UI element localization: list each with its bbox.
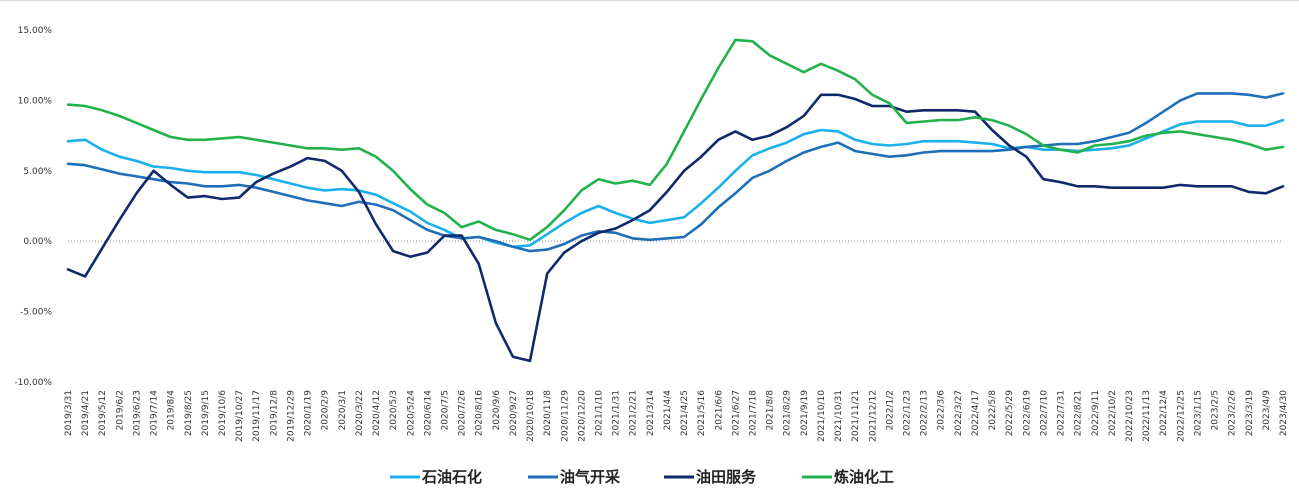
x-tick-label: 2022/3/6 (937, 390, 947, 431)
x-tick-label: 2019/6/2 (115, 390, 125, 430)
legend: 石油石化 油气开采 油田服务 炼油化工 (390, 468, 894, 486)
x-tick-label: 2021/2/21 (629, 390, 639, 436)
x-tick-label: 2021/3/14 (646, 390, 656, 436)
x-tick-label: 2021/11/21 (851, 390, 861, 442)
x-tick-label: 2023/4/9 (1262, 390, 1272, 431)
x-tick-label: 2020/6/14 (423, 390, 433, 436)
x-tick-label: 2019/10/6 (218, 390, 228, 436)
x-tick-label: 2019/10/27 (235, 390, 245, 442)
x-tick-label: 2020/11/29 (560, 390, 570, 442)
x-tick-label: 2020/12/20 (577, 390, 587, 442)
x-tick-label: 2020/1/19 (304, 390, 314, 436)
x-tick-label: 2021/1/10 (594, 390, 604, 436)
x-tick-label: 2020/2/9 (321, 390, 331, 431)
x-tick-label: 2019/9/15 (201, 390, 211, 436)
x-tick-label: 2020/4/12 (372, 390, 382, 436)
x-tick-label: 2019/12/29 (286, 390, 296, 442)
x-tick-label: 2020/3/1 (338, 390, 348, 430)
x-tick-label: 2019/6/23 (132, 390, 142, 436)
x-tick-label: 2023/2/5 (1211, 390, 1221, 430)
x-tick-label: 2021/5/16 (697, 390, 707, 436)
x-axis: 2019/3/31 2019/4/21 2019/5/12 2019/6/2 2019/… (64, 390, 1289, 442)
x-tick-label: 2019/4/21 (81, 390, 91, 436)
x-tick-label: 2022/5/8 (988, 390, 998, 431)
x-tick-label: 2021/6/27 (731, 390, 741, 436)
x-tick-label: 2022/1/2 (885, 390, 895, 430)
x-tick-label: 2023/2/26 (1228, 390, 1238, 436)
y-tick-label: 10.00% (18, 96, 53, 106)
x-tick-label: 2019/8/4 (167, 390, 177, 431)
x-tick-label: 2021/4/4 (663, 390, 673, 431)
y-tick-label: -10.00% (14, 378, 52, 388)
x-tick-label: 2019/3/31 (64, 390, 74, 436)
x-tick-label: 2020/3/22 (355, 390, 365, 436)
plot-area (0, 0, 1299, 243)
x-tick-label: 2020/9/27 (509, 390, 519, 436)
x-tick-label: 2019/7/14 (150, 390, 160, 436)
series-line-油气开采 (66, 92, 1285, 253)
x-tick-label: 2020/5/3 (389, 390, 399, 430)
x-tick-label: 2022/5/29 (1005, 390, 1015, 436)
x-tick-label: 2020/9/6 (492, 390, 502, 431)
x-tick-label: 2020/7/26 (458, 390, 468, 436)
x-tick-label: 2022/12/25 (1176, 390, 1186, 442)
x-tick-label: 2021/10/31 (834, 390, 844, 442)
series-line-炼油化工 (66, 38, 1285, 242)
series-lines (66, 38, 1285, 363)
legend-label: 油田服务 (696, 468, 757, 486)
x-tick-label: 2022/4/17 (971, 390, 981, 436)
x-tick-label: 2022/10/23 (1125, 390, 1135, 442)
x-tick-label: 2023/1/15 (1193, 390, 1203, 436)
x-tick-label: 2021/12/12 (868, 390, 878, 442)
x-tick-label: 2021/7/18 (749, 390, 759, 436)
x-tick-label: 2021/4/25 (680, 390, 690, 436)
y-tick-label: -5.00% (20, 308, 52, 318)
x-tick-label: 2022/7/10 (1039, 390, 1049, 436)
x-tick-label: 2021/1/31 (612, 390, 622, 436)
y-tick-label: 0.00% (23, 237, 52, 247)
x-tick-label: 2022/6/19 (1022, 390, 1032, 436)
x-tick-label: 2019/8/25 (184, 390, 194, 436)
x-tick-label: 2023/3/19 (1245, 390, 1255, 436)
legend-label: 油气开采 (560, 468, 621, 486)
x-tick-label: 2021/9/19 (800, 390, 810, 436)
x-tick-label: 2019/11/17 (252, 390, 262, 442)
x-tick-label: 2022/1/23 (903, 390, 913, 436)
x-tick-label: 2023/4/30 (1279, 390, 1289, 436)
x-tick-label: 2020/5/24 (406, 390, 416, 436)
x-tick-label: 2022/11/13 (1142, 390, 1152, 442)
x-tick-label: 2021/10/10 (817, 390, 827, 442)
y-tick-label: 15.00% (18, 26, 53, 36)
x-tick-label: 2020/8/16 (475, 390, 485, 436)
x-tick-label: 2019/5/12 (98, 390, 108, 436)
y-axis: 15.00% 10.00% 5.00% 0.00% -5.00% -10.00% (14, 26, 52, 388)
x-tick-label: 2022/2/13 (920, 390, 930, 436)
legend-label: 石油石化 (421, 468, 482, 486)
x-tick-label: 2022/8/21 (1074, 390, 1084, 436)
x-tick-label: 2022/9/11 (1091, 390, 1101, 436)
x-tick-label: 2021/6/6 (714, 390, 724, 431)
legend-label: 炼油化工 (834, 468, 894, 486)
x-tick-label: 2020/10/18 (526, 390, 536, 442)
x-tick-label: 2021/8/29 (783, 390, 793, 436)
x-tick-label: 2020/11/8 (543, 390, 553, 436)
x-tick-label: 2021/8/8 (766, 390, 776, 431)
x-tick-label: 2022/7/31 (1057, 390, 1067, 436)
series-line-油田服务 (66, 93, 1285, 363)
x-tick-label: 2020/7/5 (440, 390, 450, 430)
y-tick-label: 5.00% (23, 167, 52, 177)
x-tick-label: 2022/10/2 (1108, 390, 1118, 436)
x-tick-label: 2022/12/4 (1159, 390, 1169, 436)
x-tick-label: 2022/3/27 (954, 390, 964, 436)
x-tick-label: 2019/12/8 (269, 390, 279, 436)
